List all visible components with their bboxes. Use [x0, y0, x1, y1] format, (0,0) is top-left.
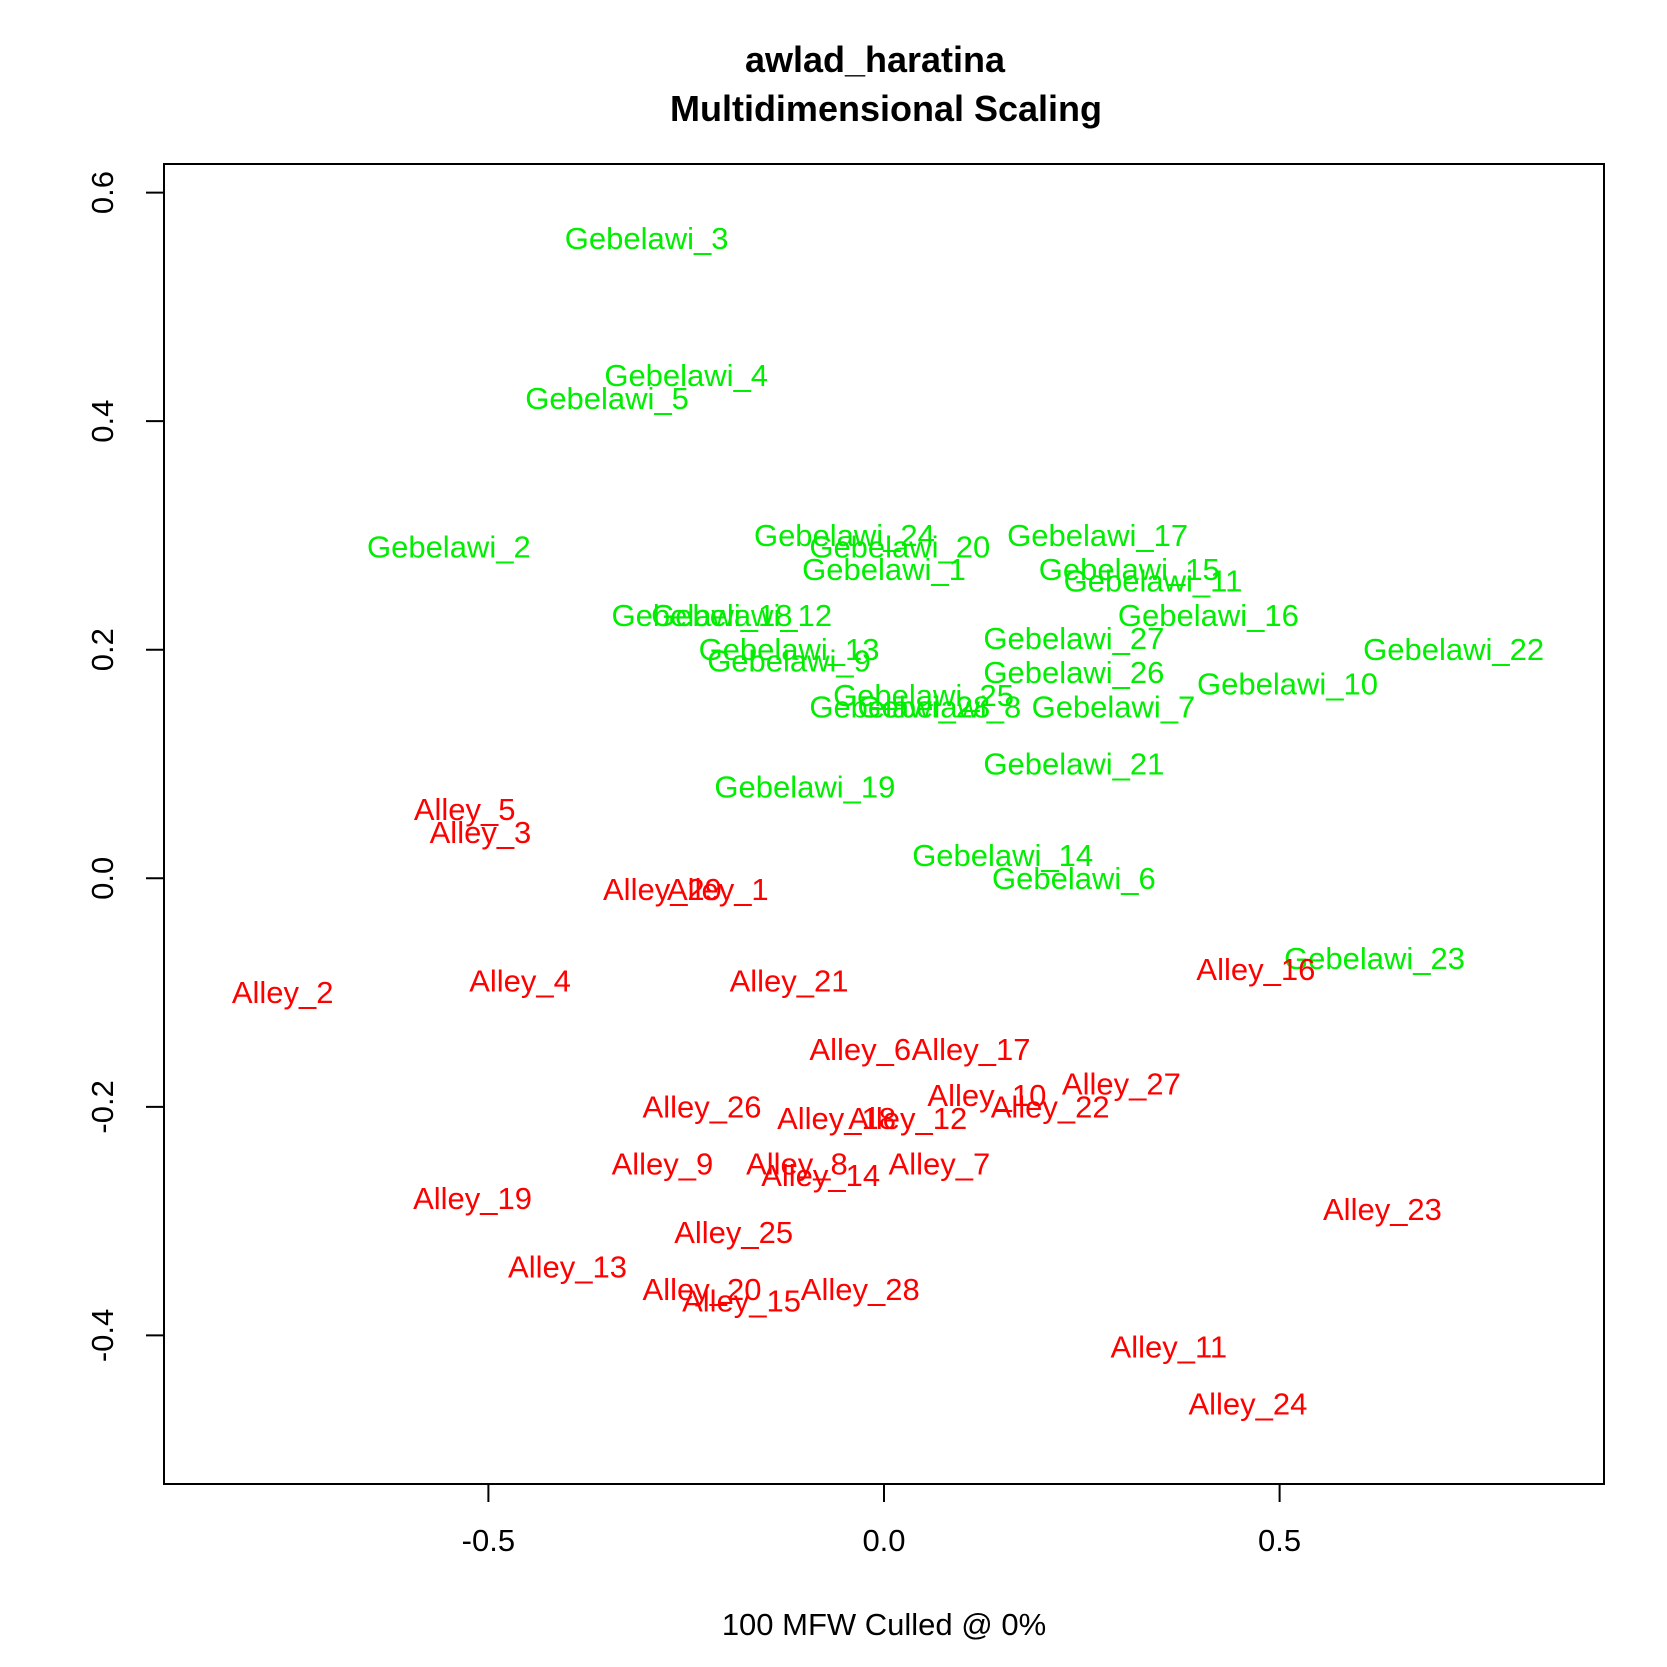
x-axis: -0.5 0.0 0.5	[462, 1483, 1301, 1558]
point-label: Alley_27	[1062, 1067, 1181, 1102]
point-label: Gebelawi_17	[1007, 518, 1188, 553]
point-label: Alley_10	[927, 1078, 1046, 1113]
point-label: Alley_9	[612, 1147, 714, 1182]
x-tick-label: -0.5	[462, 1523, 515, 1558]
point-label: Alley_14	[761, 1158, 880, 1193]
point-label: Alley_15	[682, 1284, 801, 1319]
point-label: Gebelawi_21	[983, 747, 1164, 782]
x-tick-label: 0.5	[1258, 1523, 1301, 1558]
point-label: Gebelawi_24	[754, 518, 935, 553]
point-label: Alley_1	[667, 872, 769, 907]
point-label: Alley_18	[777, 1101, 896, 1136]
point-label: Alley_23	[1323, 1192, 1442, 1227]
point-label: Gebelawi_18	[612, 598, 793, 633]
point-label: Gebelawi_26	[983, 655, 1164, 690]
point-label: Gebelawi_12	[651, 598, 832, 633]
point-label: Alley_21	[730, 964, 849, 999]
y-tick-label: -0.2	[85, 1080, 120, 1133]
point-label: Alley_20	[643, 1272, 762, 1307]
point-label: Gebelawi_22	[1363, 632, 1544, 667]
point-label: Gebelawi_7	[1032, 689, 1196, 724]
point-label: Gebelawi_4	[604, 358, 768, 393]
point-label: Alley_17	[912, 1032, 1031, 1067]
y-axis: -0.4 -0.2 0.0 0.2 0.4 0.6	[85, 171, 166, 1362]
point-label: Alley_3	[430, 815, 532, 850]
point-label: Gebelawi_8	[858, 689, 1022, 724]
point-label: Alley_2	[232, 975, 334, 1010]
point-label: Alley_5	[414, 792, 516, 827]
y-tick-label: 0.6	[85, 171, 120, 214]
y-tick-label: 0.2	[85, 628, 120, 671]
point-label: Alley_11	[1111, 1329, 1228, 1364]
chart-subtitle: Multidimensional Scaling	[670, 88, 1102, 129]
point-label: Alley_8	[746, 1147, 848, 1182]
x-tick-label: 0.0	[862, 1523, 905, 1558]
point-label: Gebelawi_1	[802, 552, 966, 587]
point-label: Alley_28	[801, 1272, 920, 1307]
x-axis-label: 100 MFW Culled @ 0%	[722, 1607, 1046, 1642]
point-label: Gebelawi_5	[525, 381, 689, 416]
point-label: Gebelawi_11	[1064, 564, 1243, 599]
point-label: Alley_7	[889, 1147, 991, 1182]
point-label: Alley_19	[413, 1181, 532, 1216]
point-label: Alley_24	[1188, 1387, 1307, 1422]
point-label: Gebelawi_10	[1197, 667, 1378, 702]
point-label: Alley_22	[991, 1089, 1110, 1124]
point-label: Gebelawi_25	[833, 678, 1014, 713]
point-label: Alley_6	[809, 1032, 911, 1067]
point-label: Gebelawi_28	[809, 689, 990, 724]
point-label: Gebelawi_9	[707, 644, 871, 679]
point-label: Gebelawi_23	[1284, 941, 1465, 976]
point-label: Alley_13	[508, 1249, 627, 1284]
y-tick-label: -0.4	[85, 1309, 120, 1362]
point-label: Gebelawi_13	[699, 632, 880, 667]
chart-title: awlad_haratina	[745, 39, 1006, 80]
point-label: Gebelawi_6	[992, 861, 1156, 896]
point-label: Alley_12	[848, 1101, 967, 1136]
point-label: Alley_29	[603, 872, 722, 907]
y-tick-label: 0.0	[85, 857, 120, 900]
point-label: Gebelawi_15	[1039, 552, 1220, 587]
point-label: Alley_4	[469, 964, 571, 999]
point-label: Alley_16	[1196, 952, 1315, 987]
y-tick-label: 0.4	[85, 400, 120, 443]
point-label: Gebelawi_16	[1118, 598, 1299, 633]
point-label: Alley_25	[674, 1215, 793, 1250]
point-label: Gebelawi_3	[565, 221, 729, 256]
point-label: Gebelawi_20	[809, 529, 990, 564]
point-label: Gebelawi_14	[912, 838, 1093, 873]
point-label: Gebelawi_27	[983, 621, 1164, 656]
point-label: Alley_26	[643, 1089, 762, 1124]
point-label: Gebelawi_2	[367, 529, 531, 564]
point-label: Gebelawi_19	[714, 769, 895, 804]
